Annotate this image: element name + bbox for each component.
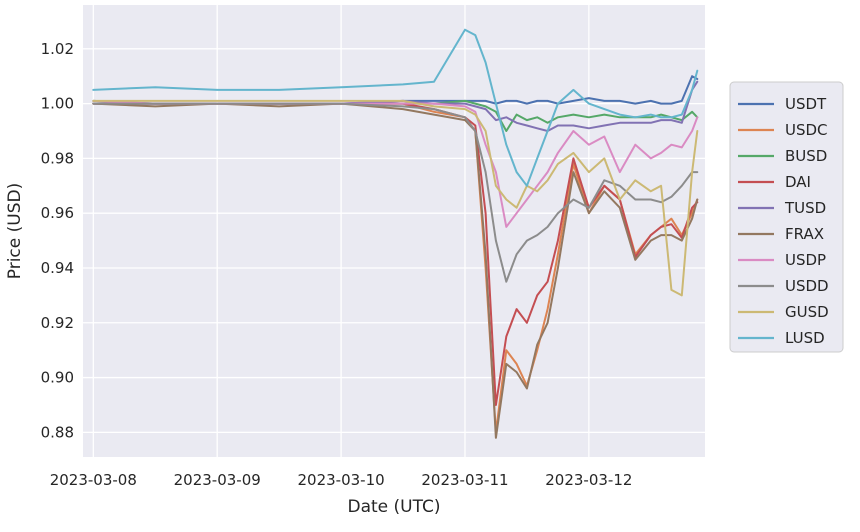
x-tick-label: 2023-03-12 <box>545 471 632 489</box>
y-tick-label: 0.94 <box>41 259 74 277</box>
y-tick-label: 0.98 <box>41 149 74 167</box>
legend-label-frax: FRAX <box>785 225 824 243</box>
legend-label-gusd: GUSD <box>785 303 829 321</box>
y-tick-label: 0.90 <box>41 369 74 387</box>
x-axis-ticks: 2023-03-08 2023-03-09 2023-03-10 2023-03-11… <box>50 471 633 489</box>
series-line-usdd <box>92 102 699 283</box>
series-lines <box>92 28 699 439</box>
plot-background <box>83 5 705 457</box>
legend-label-usdc: USDC <box>785 121 828 139</box>
series-line-frax <box>92 102 699 439</box>
legend: USDT USDC BUSD DAI TUSD FRAX USDP USDD GUSD LUSD <box>729 81 844 353</box>
y-tick-label: 1.00 <box>41 95 74 113</box>
series-line-tusd <box>92 80 699 132</box>
legend-label-usdt: USDT <box>785 95 827 113</box>
legend-box <box>729 81 844 353</box>
legend-label-tusd: TUSD <box>784 199 826 217</box>
x-tick-label: 2023-03-10 <box>297 471 384 489</box>
x-tick-label: 2023-03-09 <box>174 471 261 489</box>
y-axis-ticks: 1.02 1.00 0.98 0.96 0.94 0.92 0.90 0.88 <box>41 40 74 442</box>
y-axis-label: Price (USD) <box>5 183 25 279</box>
series-line-gusd <box>92 99 699 297</box>
legend-label-lusd: LUSD <box>785 329 825 347</box>
x-tick-label: 2023-03-11 <box>421 471 508 489</box>
series-line-usdp <box>92 99 699 228</box>
legend-label-dai: DAI <box>785 173 811 191</box>
y-tick-label: 1.02 <box>41 40 74 58</box>
series-line-lusd <box>92 28 699 187</box>
y-tick-label: 0.88 <box>41 423 74 441</box>
legend-label-usdp: USDP <box>785 251 826 269</box>
legend-label-usdd: USDD <box>785 277 829 295</box>
y-tick-label: 0.96 <box>41 204 74 222</box>
x-tick-label: 2023-03-08 <box>50 471 137 489</box>
grid <box>83 5 705 457</box>
x-axis-label: Date (UTC) <box>347 497 440 517</box>
legend-label-busd: BUSD <box>785 147 827 165</box>
y-tick-label: 0.92 <box>41 314 74 332</box>
